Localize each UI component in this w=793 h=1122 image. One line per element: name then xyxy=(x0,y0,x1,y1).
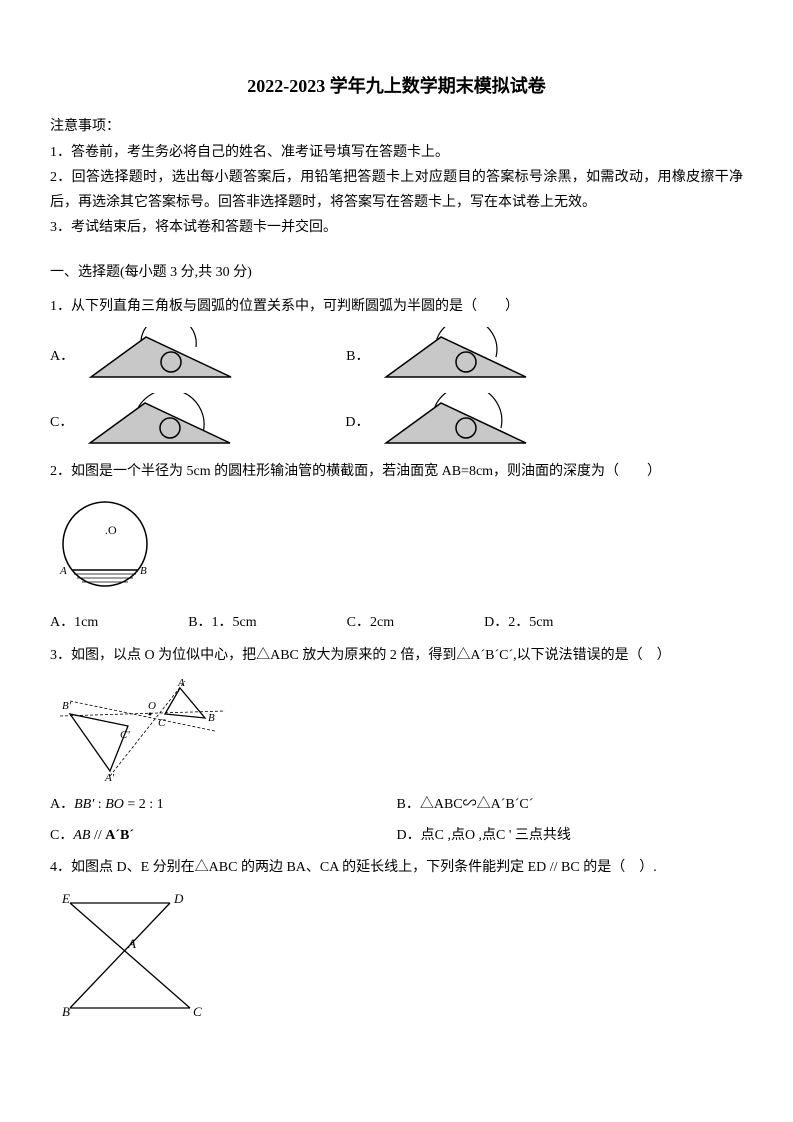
q1-row-2: C． D． xyxy=(50,393,743,453)
q4-label-c: C xyxy=(193,1004,202,1018)
notice-head: 注意事项： xyxy=(50,114,743,139)
notice-1: 1．答卷前，考生务必将自己的姓名、准考证号填写在答题卡上。 xyxy=(50,140,743,165)
svg-text:B: B xyxy=(208,712,215,724)
q2-label-a: A xyxy=(59,565,67,577)
page-title: 2022-2023 学年九上数学期末模拟试卷 xyxy=(50,70,743,102)
question-2: 2．如图是一个半径为 5cm 的圆柱形输油管的横截面，若油面宽 AB=8cm，则… xyxy=(50,459,743,484)
q1-option-a: A． xyxy=(50,327,236,387)
q3-optC: C．AB // A´B´ xyxy=(50,823,397,848)
q1-optC-label: C． xyxy=(50,410,73,435)
q3-options-row1: A．BB′ : BO = 2 : 1 B．△ABC∽△A´B´C´ xyxy=(50,792,743,817)
q1-option-b: B． xyxy=(346,327,531,387)
svg-text:A: A xyxy=(177,677,185,689)
q3-options-row2: C．AB // A´B´ D．点C ,点O ,点C ' 三点共线 xyxy=(50,823,743,848)
svg-text:O: O xyxy=(148,700,156,712)
notice-2: 2．回答选择题时，选出每小题答案后，用铅笔把答题卡上对应题目的答案标号涂黑，如需… xyxy=(50,165,743,215)
q1-figure-c xyxy=(85,393,235,453)
q1-option-d: D． xyxy=(345,393,531,453)
svg-text:A': A' xyxy=(104,772,115,784)
q1-optD-label: D． xyxy=(345,410,369,435)
question-4: 4．如图点 D、E 分别在△ABC 的两边 BA、CA 的延长线上，下列条件能判… xyxy=(50,855,743,880)
q3-optD: D．点C ,点O ,点C ' 三点共线 xyxy=(397,823,744,848)
q4-label-d: D xyxy=(173,891,184,906)
q4-label-a: A xyxy=(127,936,136,951)
svg-text:C': C' xyxy=(120,729,130,741)
q1-optA-label: A． xyxy=(50,344,74,369)
q4-figure: E D A B C xyxy=(50,888,743,1018)
q1-optB-label: B． xyxy=(346,344,369,369)
notice-3: 3．考试结束后，将本试卷和答题卡一并交回。 xyxy=(50,215,743,240)
q2-label-b: B xyxy=(140,565,147,577)
q2-optA: A．1cm xyxy=(50,610,98,635)
q1-option-c: C． xyxy=(50,393,235,453)
q4-label-b: B xyxy=(62,1004,70,1018)
q1-figure-b xyxy=(381,327,531,387)
q2-optD: D．2．5cm xyxy=(484,610,553,635)
q1-figure-a xyxy=(86,327,236,387)
q3-optB: B．△ABC∽△A´B´C´ xyxy=(397,792,744,817)
question-3: 3．如图，以点 O 为位似中心，把△ABC 放大为原来的 2 倍，得到△A´B´… xyxy=(50,643,743,668)
q1-row-1: A． B． xyxy=(50,327,743,387)
q4-label-e: E xyxy=(61,891,70,906)
q1-figure-d xyxy=(381,393,531,453)
q2-label-o: .O xyxy=(105,523,117,537)
section-head: 一、选择题(每小题 3 分,共 30 分) xyxy=(50,260,743,285)
svg-text:C: C xyxy=(158,717,166,729)
q3-figure: A B C O B' A' C' xyxy=(50,676,743,786)
svg-text:B': B' xyxy=(62,700,72,712)
q2-options: A．1cm B．1．5cm C．2cm D．2．5cm xyxy=(50,610,743,635)
q2-optB: B．1．5cm xyxy=(188,610,256,635)
q3-optA: A．BB′ : BO = 2 : 1 xyxy=(50,792,397,817)
question-1: 1．从下列直角三角板与圆弧的位置关系中，可判断圆弧为半圆的是（ ） xyxy=(50,294,743,319)
q2-optC: C．2cm xyxy=(347,610,394,635)
q2-figure: .O A B xyxy=(50,492,743,602)
